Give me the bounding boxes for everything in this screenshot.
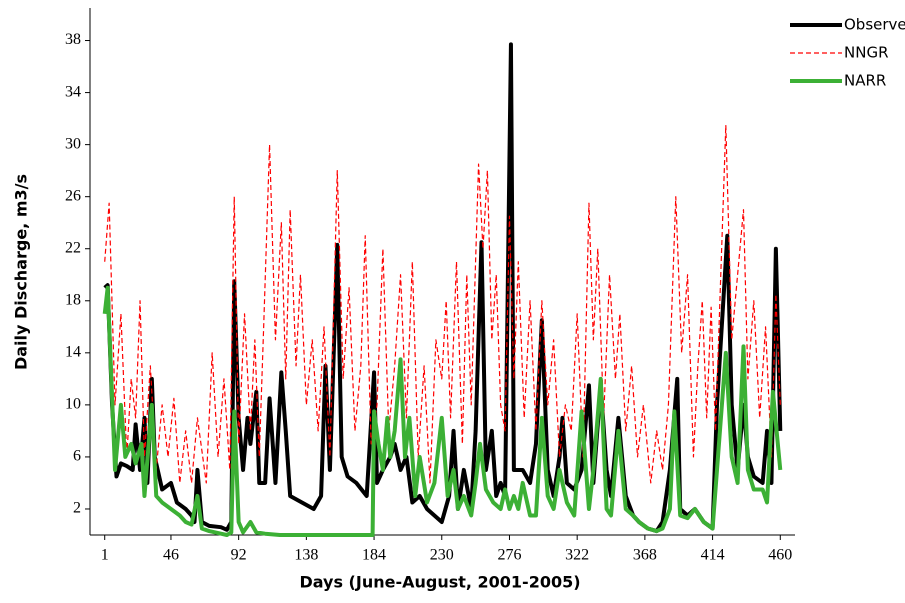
y-tick-label: 34 (65, 83, 81, 100)
legend-label: Observed (844, 16, 905, 34)
x-tick-label: 1 (101, 547, 109, 564)
x-tick-label: 92 (231, 547, 247, 564)
y-tick-label: 10 (65, 396, 81, 413)
x-tick-label: 322 (565, 547, 589, 564)
y-axis-title: Daily Discharge, m3/s (12, 174, 31, 370)
line-series (104, 124, 781, 484)
x-axis-title: Days (June-August, 2001-2005) (299, 573, 580, 592)
y-tick-label: 18 (65, 291, 81, 308)
x-tick-label: 138 (294, 547, 318, 564)
x-tick-label: 460 (768, 547, 792, 564)
y-tick-label: 30 (65, 135, 81, 152)
x-tick-label: 414 (701, 547, 725, 564)
y-tick-label: 38 (65, 31, 81, 48)
legend-label: NARR (844, 72, 886, 90)
legend-label: NNGR (844, 44, 889, 62)
x-tick-label: 184 (362, 547, 386, 564)
x-tick-label: 46 (163, 547, 179, 564)
x-tick-label: 230 (430, 547, 454, 564)
line-series (103, 42, 783, 534)
y-tick-label: 26 (65, 187, 81, 204)
y-tick-label: 6 (73, 448, 81, 465)
x-tick-label: 276 (497, 547, 521, 564)
line-series (102, 285, 783, 537)
x-tick-label: 368 (633, 547, 657, 564)
y-tick-label: 22 (65, 239, 81, 256)
y-tick-label: 2 (73, 500, 81, 517)
y-tick-label: 14 (65, 343, 81, 360)
